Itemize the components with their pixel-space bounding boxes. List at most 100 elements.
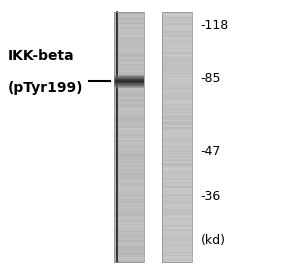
Bar xyxy=(114,28,144,30)
Bar xyxy=(162,86,192,87)
Bar xyxy=(162,175,192,176)
Bar xyxy=(162,45,192,47)
Bar xyxy=(114,175,144,176)
Bar xyxy=(114,187,144,189)
Bar xyxy=(114,185,144,187)
Bar xyxy=(114,200,144,202)
Bar xyxy=(162,58,192,60)
Bar xyxy=(114,121,144,122)
Bar xyxy=(162,246,192,248)
Bar xyxy=(114,83,144,84)
Bar xyxy=(162,229,192,230)
Bar xyxy=(114,39,144,41)
Bar xyxy=(114,255,144,257)
Bar xyxy=(162,145,192,146)
Bar xyxy=(162,249,192,250)
Bar xyxy=(114,80,144,81)
Bar xyxy=(162,17,192,19)
Bar xyxy=(114,156,144,158)
Bar xyxy=(114,211,144,213)
Bar xyxy=(114,69,144,71)
Bar xyxy=(114,127,144,129)
Bar xyxy=(162,71,192,72)
Bar xyxy=(114,44,144,46)
Bar xyxy=(114,227,144,229)
Bar xyxy=(162,36,192,37)
Bar xyxy=(162,83,192,85)
Bar xyxy=(162,108,192,110)
Bar xyxy=(162,62,192,64)
Bar xyxy=(162,226,192,228)
Bar xyxy=(162,191,192,193)
Bar xyxy=(162,81,192,82)
Bar xyxy=(162,213,192,215)
Bar xyxy=(162,189,192,190)
Bar xyxy=(114,73,144,75)
Bar xyxy=(162,155,192,156)
Bar xyxy=(162,184,192,185)
Bar xyxy=(114,170,144,172)
Bar xyxy=(114,209,144,210)
Bar xyxy=(114,222,144,224)
Bar xyxy=(114,230,144,232)
Bar xyxy=(114,76,144,77)
Bar xyxy=(114,61,144,62)
Bar xyxy=(114,231,144,233)
Bar xyxy=(162,221,192,223)
Bar xyxy=(114,199,144,200)
Bar xyxy=(114,77,144,79)
Bar xyxy=(114,226,144,228)
Bar xyxy=(162,146,192,148)
Bar xyxy=(162,78,192,80)
Bar xyxy=(162,53,192,55)
Bar xyxy=(162,12,192,13)
Text: (kd): (kd) xyxy=(200,233,226,247)
Bar xyxy=(114,78,144,80)
Bar xyxy=(162,106,192,107)
Bar xyxy=(114,207,144,209)
Bar xyxy=(162,163,192,165)
Bar xyxy=(114,76,144,78)
Bar xyxy=(114,225,144,227)
Bar xyxy=(162,133,192,135)
Bar xyxy=(162,123,192,125)
Bar xyxy=(162,77,192,79)
Bar xyxy=(114,13,144,15)
Bar xyxy=(162,136,192,138)
Bar xyxy=(162,170,192,172)
Bar xyxy=(162,200,192,202)
Bar xyxy=(162,118,192,120)
Bar xyxy=(114,95,144,96)
Bar xyxy=(162,38,192,40)
Bar xyxy=(114,53,144,55)
Bar xyxy=(114,84,144,85)
Bar xyxy=(114,162,144,164)
Bar xyxy=(114,237,144,239)
Bar xyxy=(162,61,192,62)
Bar xyxy=(114,176,144,178)
Bar xyxy=(114,204,144,205)
Bar xyxy=(114,72,144,74)
Bar xyxy=(162,187,192,189)
Bar xyxy=(114,110,144,111)
Bar xyxy=(162,54,192,56)
Bar xyxy=(114,71,144,72)
Bar xyxy=(114,76,144,78)
Bar xyxy=(114,217,144,219)
Bar xyxy=(114,92,144,94)
Bar xyxy=(114,106,144,107)
Bar xyxy=(114,201,144,203)
Bar xyxy=(162,215,192,217)
Bar xyxy=(114,244,144,246)
Bar xyxy=(114,181,144,183)
Bar xyxy=(114,96,144,98)
Bar xyxy=(162,237,192,239)
Bar xyxy=(114,141,144,143)
Bar xyxy=(114,172,144,174)
Bar xyxy=(162,82,192,84)
Bar xyxy=(114,14,144,16)
Bar xyxy=(114,213,144,215)
Bar xyxy=(162,27,192,28)
Bar xyxy=(114,115,144,116)
Bar xyxy=(114,81,144,82)
